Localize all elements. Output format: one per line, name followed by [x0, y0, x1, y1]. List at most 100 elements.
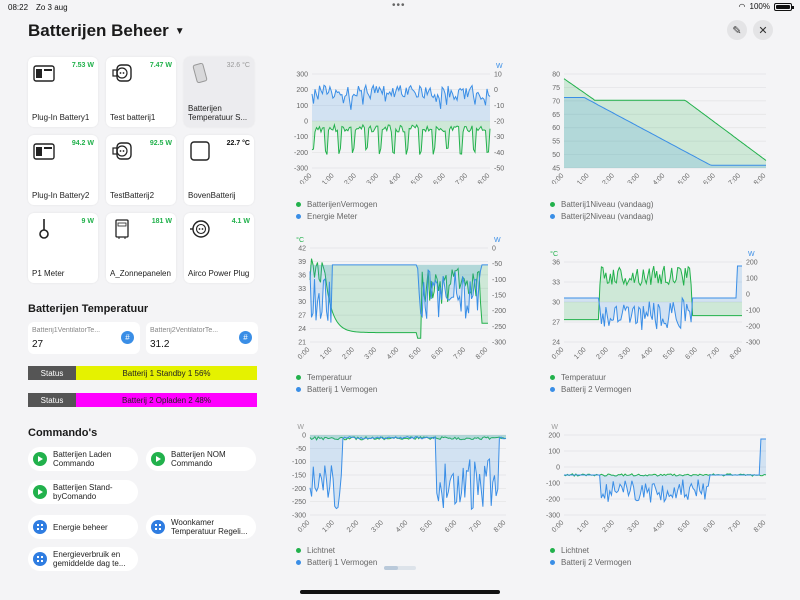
y-tick-label: -200: [292, 486, 306, 493]
x-tick-label: 4:00: [640, 346, 655, 360]
y-tick-label: 33: [298, 286, 306, 293]
legend-item[interactable]: Batterij 2 Vermogen: [550, 556, 631, 568]
legend-item[interactable]: Temperatuur: [550, 371, 631, 383]
x-tick-label: 8:00: [753, 172, 768, 184]
dashboard-icon: [33, 552, 47, 566]
commands-section-title: Commando's: [28, 427, 98, 439]
status-key: Status: [28, 393, 76, 407]
chart-6[interactable]: 200 100 0 -100 -200 -300 W 0:00 1:00 2:00 3:00 4:00…: [536, 405, 776, 533]
x-tick-label: 3:00: [364, 346, 379, 360]
close-button[interactable]: ✕: [753, 20, 773, 40]
y-tick-label: 0: [304, 119, 308, 126]
x-tick-label: 2:00: [601, 519, 616, 533]
y-tick-label: 24: [552, 340, 560, 347]
y-tick-label: 24: [298, 326, 306, 333]
series-area: [564, 78, 766, 168]
legend-label: Lichtnet: [561, 545, 590, 555]
device-tile[interactable]: 9 W P1 Meter: [28, 213, 98, 283]
multitask-dots-icon[interactable]: •••: [392, 0, 406, 11]
command-button[interactable]: Energieverbruik en gemiddelde dag te...: [28, 547, 138, 571]
x-tick-label: 2:00: [601, 172, 616, 184]
series-line: [311, 83, 491, 110]
device-tile[interactable]: 7.47 W Test batterij1: [106, 57, 176, 127]
y-tick-label: -50: [296, 446, 306, 453]
legend-dot: [550, 201, 555, 207]
x-tick-label: 2:00: [343, 172, 358, 184]
legend-item[interactable]: Batterij1Niveau (vandaag): [550, 198, 654, 210]
legend-item[interactable]: Batterij 2 Vermogen: [550, 383, 631, 395]
device-tile[interactable]: 7.53 W Plug-In Battery1: [28, 57, 98, 127]
device-tile[interactable]: 22.7 °C BovenBatterij: [184, 135, 254, 205]
y-tick-label: -300: [546, 513, 560, 520]
command-button[interactable]: Batterijen NOM Commando: [146, 447, 256, 471]
y-tick-label: 0: [302, 433, 306, 440]
y2-tick-label: 0: [492, 246, 496, 253]
home-indicator[interactable]: [300, 590, 500, 594]
edit-button[interactable]: ✎: [727, 20, 747, 40]
y-tick-label: 65: [552, 112, 560, 119]
chart-3[interactable]: 42 39 36 33 30 27 24 21 0 -50 -100 -150 -200 -250 -300…: [282, 232, 514, 360]
battery-percent: 100%: [749, 2, 770, 11]
chart-svg: 3002001000-100-200-300100-10-20-30-40-50…: [294, 63, 504, 184]
legend-item[interactable]: Lichtnet: [296, 544, 377, 556]
legend-item[interactable]: Batterij 1 Vermogen: [296, 383, 377, 395]
status-key: Status: [28, 366, 76, 380]
legend-item[interactable]: Batterij 1 Vermogen: [296, 556, 377, 568]
y-unit-label: W: [297, 424, 304, 431]
legend-item[interactable]: Energie Meter: [296, 210, 377, 222]
hash-icon[interactable]: #: [121, 331, 134, 344]
x-tick-label: 5:00: [408, 346, 423, 360]
legend-dot: [296, 374, 301, 380]
device-tile[interactable]: 4.1 W Airco Power Plug: [184, 213, 254, 283]
chart-1[interactable]: 300 200 100 0 -100 -200 -300 10 0 -10 -20 -30 -40 -50…: [282, 56, 514, 184]
chart-2[interactable]: 80 75 70 65 60 55 50 45 0:00 1:00 2:00 3:00 4:00 5:00…: [536, 56, 776, 185]
command-button[interactable]: Woonkamer Temperatuur Regeli...: [146, 515, 256, 539]
legend-label: Batterij2Niveau (vandaag): [561, 211, 654, 221]
x-tick-label: 0:00: [297, 346, 312, 360]
device-tile[interactable]: 92.5 W TestBatterij2: [106, 135, 176, 205]
temp-card-battery2[interactable]: Batterij2VentilatorTe... 31.2 #: [146, 322, 258, 354]
legend-item[interactable]: Temperatuur: [296, 371, 377, 383]
x-tick-label: 3:00: [366, 172, 381, 184]
device-tile[interactable]: 94.2 W Plug-In Battery2: [28, 135, 98, 205]
y2-tick-label: -300: [492, 340, 506, 347]
legend-item[interactable]: Batterij2Niveau (vandaag): [550, 210, 654, 222]
legend-dot: [550, 213, 555, 219]
legend-dot: [296, 201, 301, 207]
device-tile[interactable]: 32.6 °C Batterijen Temperatuur S...: [184, 57, 254, 127]
command-button[interactable]: Energie beheer: [28, 515, 138, 539]
chevron-down-icon[interactable]: ▼: [174, 25, 185, 37]
command-button[interactable]: Batterijen Laden Commando: [28, 447, 138, 471]
chart-svg: 42 39 36 33 30 27 24 21 0 -50 -100 -150 -200 -250 -300…: [296, 236, 506, 360]
y-tick-label: 200: [548, 433, 560, 440]
x-tick-label: 4:00: [652, 172, 667, 184]
legend-dot: [296, 559, 301, 565]
series-line: [564, 97, 766, 166]
series-area: [312, 121, 490, 155]
chart-legend: Lichtnet Batterij 2 Vermogen: [550, 544, 631, 568]
command-label: Energie beheer: [53, 522, 108, 532]
y-unit-label: W: [551, 424, 558, 431]
battery-icon: [774, 2, 794, 11]
y2-tick-label: -50: [492, 261, 502, 268]
x-tick-label: 4:00: [652, 519, 667, 533]
tile-value: 4.1 W: [231, 218, 250, 225]
page-title[interactable]: Batterijen Beheer ▼: [28, 21, 185, 41]
chart-5[interactable]: 0 -50 -100 -150 -200 -250 -300 W 0:00 1:00 2:00 3:0…: [282, 405, 514, 533]
y-tick-label: 0: [556, 465, 560, 472]
legend-item[interactable]: BatterijenVermogen: [296, 198, 377, 210]
legend-dot: [550, 374, 555, 380]
y2-unit-label: W: [494, 237, 501, 244]
x-tick-label: 5:00: [419, 519, 434, 533]
y-tick-label: 39: [298, 259, 306, 266]
temp-card-battery1[interactable]: Batterij1VentilatorTe... 27 #: [28, 322, 140, 354]
hash-icon[interactable]: #: [239, 331, 252, 344]
chart-4[interactable]: 36 33 30 27 24 200 100 0 -100 -200 -300 °C W 0:00 1:00…: [536, 232, 776, 360]
device-tile[interactable]: 181 W A_Zonnepanelen: [106, 213, 176, 283]
series-area: [310, 258, 488, 339]
tile-label: Test batterij1: [110, 113, 156, 122]
legend-label: Batterij 1 Vermogen: [307, 384, 378, 394]
legend-item[interactable]: Lichtnet: [550, 544, 631, 556]
command-button[interactable]: Batterijen Stand-byComando: [28, 480, 138, 504]
y2-tick-label: 10: [494, 72, 502, 79]
